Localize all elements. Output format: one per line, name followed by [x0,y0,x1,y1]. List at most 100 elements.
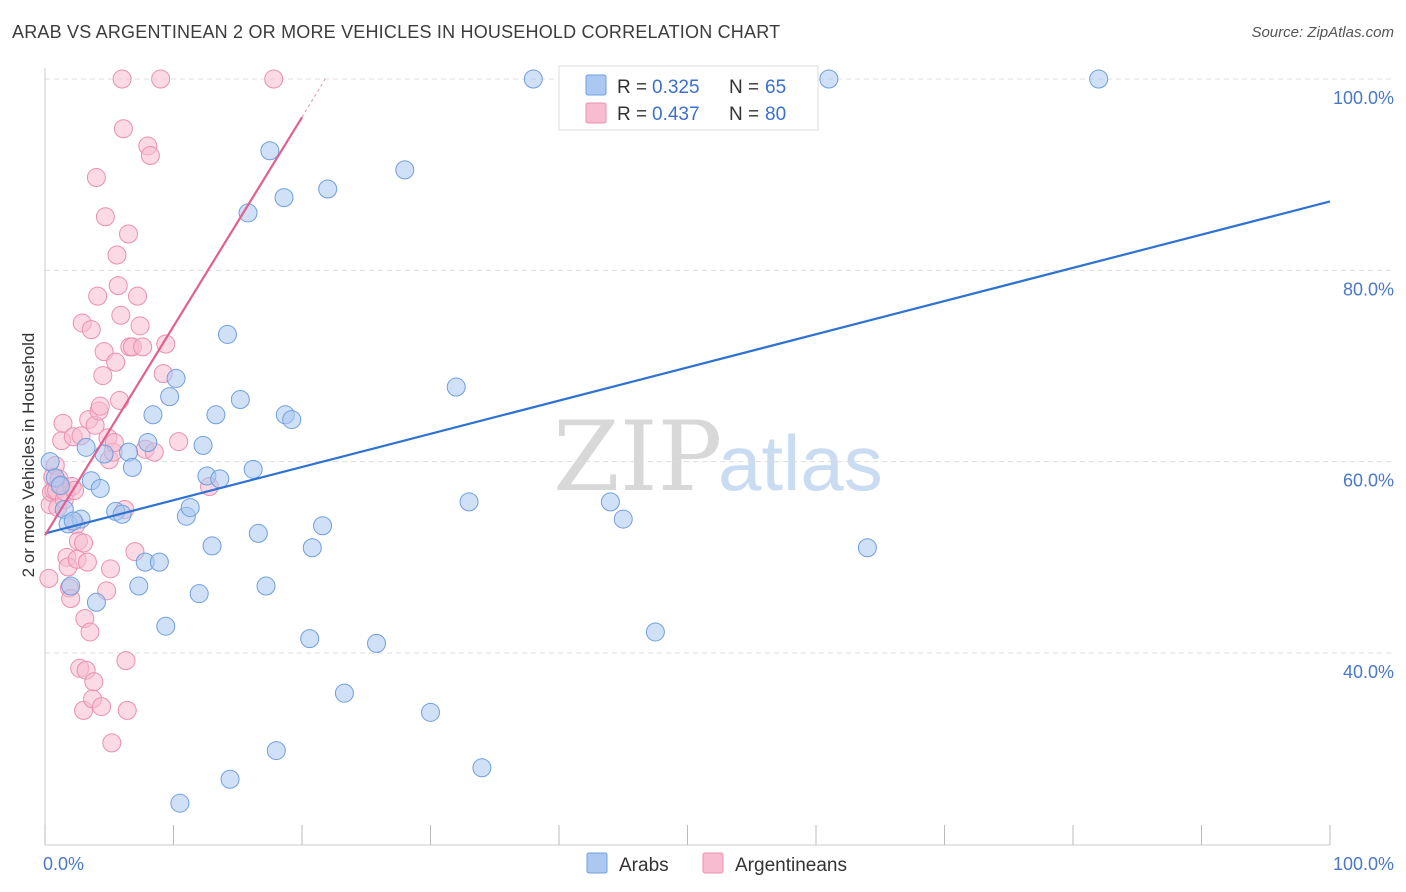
argentinean-point [77,552,97,572]
watermark-atlas: atlas [718,419,883,507]
argentinean-point [133,337,153,357]
arabs-trend-line [44,200,1331,535]
argentinean-point [116,651,136,671]
bottom-legend-arabs: Arabs [619,855,669,876]
legend-swatch-arabs [585,74,607,96]
arab-point [334,683,354,703]
argentinean-point [90,396,110,416]
arab-point [170,793,190,813]
argentinean-point [110,390,130,410]
arab-point [143,405,163,425]
arab-point [61,576,81,596]
argentinean-point [151,69,171,89]
arab-point [230,389,250,409]
argentinean-point [112,69,132,89]
legend-swatch-argentineans [585,102,607,124]
arab-point [266,741,286,761]
trend-lines [44,78,1331,536]
arab-point [210,469,230,489]
arab-point [76,437,96,457]
gridlines [45,78,1394,654]
argentinean-point [107,245,127,265]
watermark-zip: ZIP [553,401,722,513]
arab-point [446,377,466,397]
arab-point [193,435,213,455]
arab-point [166,368,186,388]
arab-point [282,410,302,430]
argentinean-point [117,700,137,720]
tick-labels: 40.0% 60.0% 80.0% 100.0% 0.0% 100.0% [43,88,1394,874]
arab-point [645,622,665,642]
arab-point [206,405,226,425]
legend-arabs-n-label: N = [729,77,759,98]
series-legend: Arabs Argentineans [586,852,847,876]
arab-point [160,387,180,407]
arab-point [243,459,263,479]
y-tick-label: 80.0% [1343,279,1394,299]
arab-point [459,492,479,512]
y-tick-label: 100.0% [1333,88,1394,108]
arab-point [256,576,276,596]
arab-point [260,141,280,161]
arab-point [156,616,176,636]
arab-point [613,509,633,529]
argentinean-point [88,286,108,306]
argentinean-point [74,533,94,553]
arabs-points [40,69,1109,813]
arab-point [300,629,320,649]
y-tick-label: 60.0% [1343,471,1394,491]
argentinean-point [140,146,160,166]
arab-point [248,523,268,543]
arab-point [217,324,237,344]
bottom-swatch-arabs [586,852,608,874]
y-axis-title: 2 or more Vehicles in Household [19,333,38,578]
arab-point [302,538,322,558]
arab-point [421,702,440,722]
watermark: ZIP atlas [553,401,883,513]
argentinean-point [169,432,189,452]
argentinean-point [53,413,73,433]
arab-point [600,492,620,512]
bottom-legend-argentineans: Argentineans [735,855,847,876]
arab-point [313,516,333,536]
argentinean-point [130,316,150,336]
argentinean-point [108,276,128,296]
x-tick-label: 100.0% [1333,854,1394,874]
legend-arg-r-value: 0.437 [652,104,700,125]
argentinean-point [156,334,176,354]
arab-point [129,576,149,596]
arab-point [472,758,492,778]
argentinean-point [128,286,148,306]
argentinean-point [81,320,101,340]
arab-point [180,498,200,518]
legend-arg-n-label: N = [729,104,759,125]
arab-point [202,536,222,556]
arab-point [318,179,338,199]
argentinean-point [101,559,121,579]
argentineans-trend-extension [301,78,326,118]
argentinean-point [95,207,115,227]
argentinean-point [93,366,113,386]
bottom-swatch-argentineans [702,852,724,874]
arab-point [1089,69,1109,89]
arab-point [274,188,294,208]
argentinean-point [102,733,122,753]
arab-point [90,478,110,498]
stats-legend: R = 0.325 N = 65 R = 0.437 N = 80 [558,65,819,131]
legend-arabs-n-value: 65 [765,77,786,98]
arab-point [86,592,106,612]
y-tick-label: 40.0% [1343,662,1394,682]
arab-point [220,769,240,789]
legend-arg-n-value: 80 [765,104,786,125]
arab-point [189,584,209,604]
arab-point [50,476,70,496]
legend-arg-r-label: R = [617,104,647,125]
argentinean-point [80,622,100,642]
chart-source: Source: ZipAtlas.com [1251,24,1394,41]
arab-point [138,433,158,453]
legend-arabs-r-label: R = [617,77,647,98]
argentinean-point [106,352,126,372]
argentinean-point [92,697,112,717]
legend-arabs-r-value: 0.325 [652,77,700,98]
